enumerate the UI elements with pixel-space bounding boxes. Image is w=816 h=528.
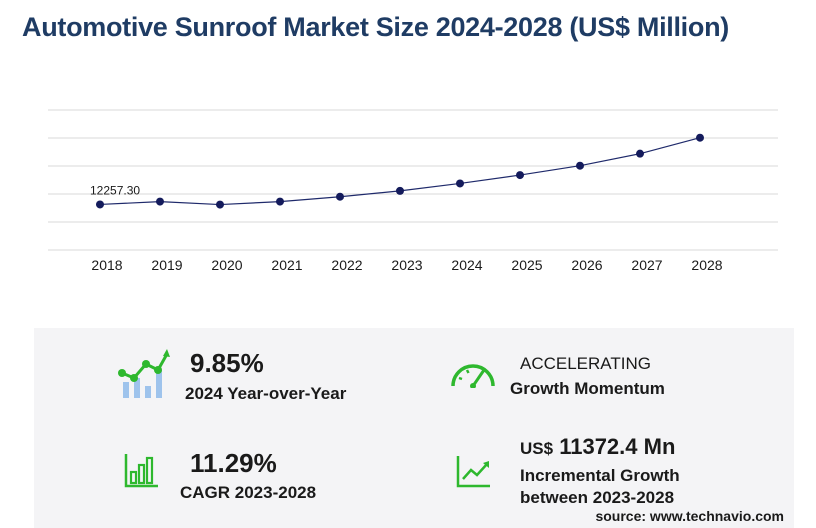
- incremental-line2: between 2023-2028: [520, 488, 675, 507]
- incremental-value-row: US$ 11372.4 Mn: [520, 434, 675, 460]
- momentum-line1: ACCELERATING: [520, 354, 651, 373]
- bar-chart-icon: [124, 454, 158, 488]
- data-point: [216, 200, 224, 209]
- data-point: [336, 192, 344, 201]
- incremental-currency: US$: [520, 439, 554, 458]
- x-tick-label: 2019: [151, 257, 182, 273]
- data-point: [696, 133, 704, 142]
- stats-panel: 9.85% 2024 Year-over-Year ACCELERATING G…: [34, 328, 794, 528]
- x-tick-label: 2027: [631, 257, 662, 273]
- x-tick-label: 2023: [391, 257, 422, 273]
- speedometer-icon: [451, 364, 495, 388]
- chart-title: Automotive Sunroof Market Size 2024-2028…: [22, 12, 729, 42]
- x-tick-label: 2021: [271, 257, 302, 273]
- data-point: [636, 149, 644, 158]
- data-point: [456, 179, 464, 188]
- data-point: [516, 171, 524, 180]
- x-tick-label: 2024: [451, 257, 482, 273]
- data-point: [396, 186, 404, 195]
- incremental-line1: Incremental Growth: [520, 466, 680, 485]
- cagr-value: 11.29%: [190, 448, 277, 478]
- x-tick-label: 2020: [211, 257, 242, 273]
- data-point: [156, 197, 164, 206]
- yoy-label: 2024 Year-over-Year: [185, 384, 347, 403]
- data-point: [96, 200, 104, 209]
- source-note: source: www.technavio.com: [595, 508, 784, 524]
- cagr-label: CAGR 2023-2028: [180, 483, 317, 502]
- momentum-line2: Growth Momentum: [510, 379, 665, 398]
- data-point: [276, 197, 284, 206]
- x-tick-label: 2025: [511, 257, 542, 273]
- x-tick-label: 2018: [91, 257, 122, 273]
- data-point: [576, 161, 584, 170]
- x-tick-label: 2026: [571, 257, 602, 273]
- incremental-value: 11372.4 Mn: [559, 434, 676, 459]
- yoy-value: 9.85%: [190, 348, 264, 378]
- line-chart: 2018 2019 2020 2021 2022 2023 2024 2025 2026 2027…: [48, 109, 778, 273]
- trend-line-icon: [456, 456, 490, 488]
- x-tick-label: 2022: [331, 257, 362, 273]
- x-tick-label: 2028: [691, 257, 722, 273]
- growth-chart-icon: [118, 349, 170, 398]
- data-label: 12257.30: [90, 183, 140, 197]
